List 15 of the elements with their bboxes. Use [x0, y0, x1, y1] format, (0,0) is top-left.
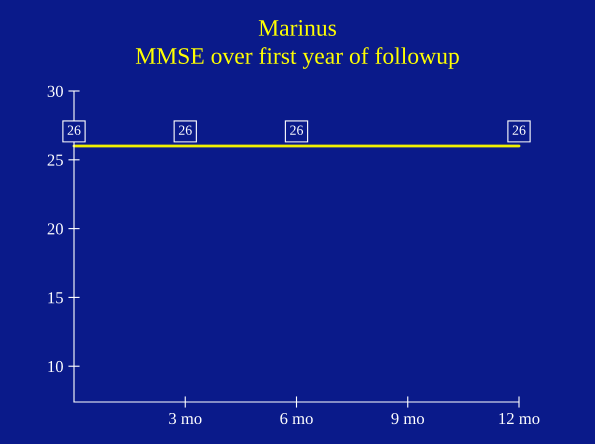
- x-tick-label: 3 mo: [169, 412, 202, 424]
- data-label: 26: [290, 126, 304, 135]
- chart-title: Marinus: [258, 20, 336, 36]
- data-label: 26: [512, 126, 526, 135]
- data-label: 26: [178, 126, 192, 135]
- y-tick-label: 15: [48, 292, 63, 304]
- y-tick-label: 30: [48, 86, 63, 97]
- y-tick-label: 25: [48, 154, 63, 166]
- x-tick-label: 6 mo: [280, 412, 313, 424]
- x-tick-label: 9 mo: [391, 412, 424, 424]
- chart-subtitle: MMSE over first year of followup: [136, 47, 459, 69]
- y-tick-label: 10: [48, 360, 63, 372]
- y-tick-label: 20: [48, 223, 63, 235]
- x-tick-label: 12 mo: [499, 412, 540, 424]
- data-label: 26: [68, 126, 81, 135]
